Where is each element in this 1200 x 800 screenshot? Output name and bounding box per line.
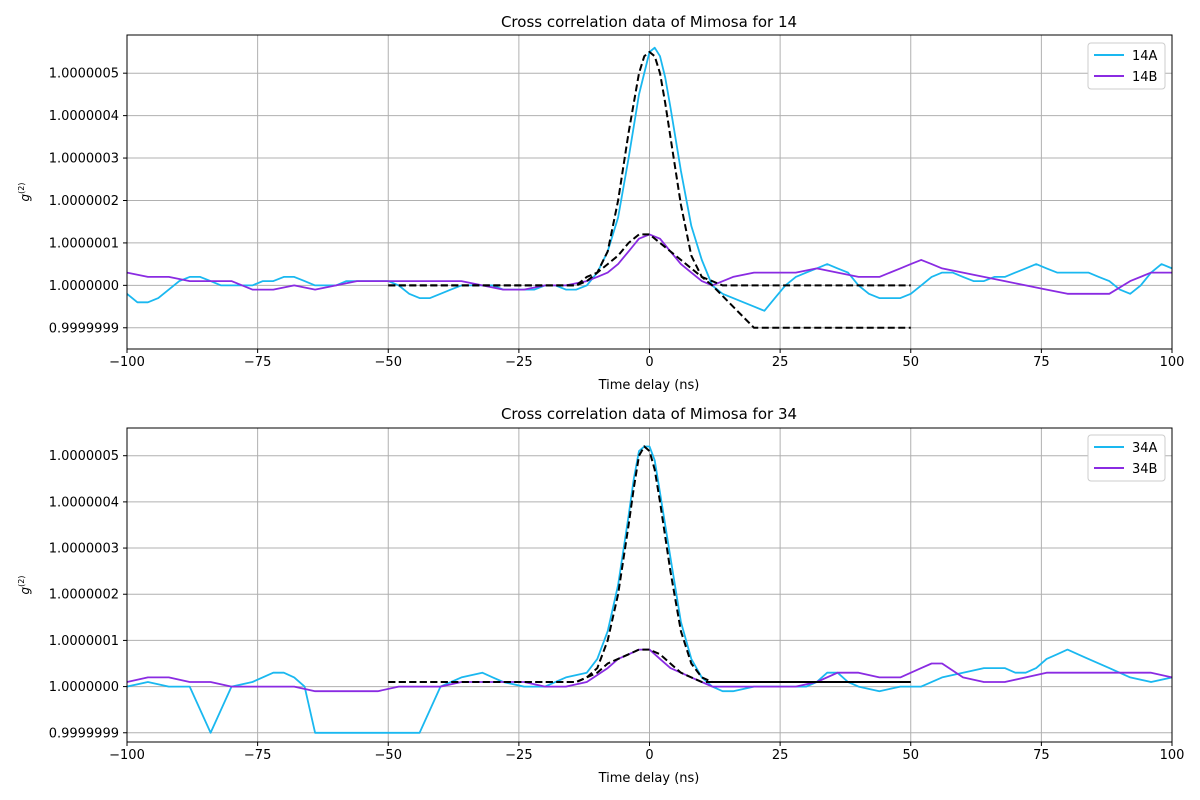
x-tick-label: 0 — [645, 748, 653, 763]
x-tick-label: −50 — [375, 355, 402, 370]
series-group — [127, 46, 1172, 329]
x-tick-label: −100 — [109, 355, 145, 370]
x-tick-label: −25 — [505, 748, 532, 763]
x-tick-label: −25 — [505, 355, 532, 370]
y-tick-label: 1.0000005 — [49, 67, 119, 82]
x-tick-label: 50 — [902, 748, 919, 763]
x-tick-label: −75 — [244, 355, 271, 370]
y-axis-label: g(2) — [17, 183, 32, 202]
y-axis-label-base: g — [18, 586, 32, 594]
x-tick-label: −75 — [244, 748, 271, 763]
y-tick-label: 1.0000000 — [49, 680, 119, 695]
chart-title: Cross correlation data of Mimosa for 14 — [501, 13, 797, 31]
x-tick-label: 0 — [645, 355, 653, 370]
plot-area: −100 −75 −50 −25 0 25 50 75 100 0.9999999 1.000000… — [49, 427, 1185, 763]
series-line-14B — [127, 233, 1172, 295]
series-line-34A — [127, 445, 1172, 734]
x-tick-label: 75 — [1033, 748, 1050, 763]
series-line-34B — [127, 648, 1172, 693]
series-group — [127, 444, 1172, 734]
x-tick-label: −50 — [375, 748, 402, 763]
subplot-top: Cross correlation data of Mimosa for 14 … — [17, 13, 1184, 393]
y-tick-label: 1.0000002 — [49, 588, 119, 603]
x-axis-label: Time delay (ns) — [598, 378, 700, 393]
legend-label-14B: 14B — [1132, 70, 1157, 85]
y-tick-label: 1.0000004 — [49, 495, 119, 510]
fit-line — [388, 50, 911, 329]
y-tick-label: 1.0000003 — [49, 152, 119, 167]
y-axis-label-superscript: (2) — [17, 576, 26, 587]
y-tick-label: 1.0000001 — [49, 634, 119, 649]
legend: 14A 14B — [1087, 42, 1166, 90]
legend: 34A 34B — [1087, 434, 1166, 482]
y-axis-label-base: g — [18, 193, 32, 201]
y-tick-label: 0.9999999 — [49, 321, 119, 336]
y-tick-label: 0.9999999 — [49, 726, 119, 741]
y-tick-label: 1.0000005 — [49, 449, 119, 464]
y-tick-label: 1.0000004 — [49, 109, 119, 124]
subplot-bottom: Cross correlation data of Mimosa for 34 … — [17, 405, 1184, 786]
fit-line — [388, 648, 911, 683]
x-axis-label: Time delay (ns) — [598, 771, 700, 786]
y-tick-label: 1.0000003 — [49, 542, 119, 557]
y-tick-label: 1.0000000 — [49, 279, 119, 294]
series-line-14A — [127, 46, 1172, 312]
chart-title: Cross correlation data of Mimosa for 34 — [501, 405, 797, 423]
x-tick-label: 100 — [1160, 748, 1185, 763]
y-tick-label: 1.0000002 — [49, 194, 119, 209]
y-tick-label: 1.0000001 — [49, 236, 119, 251]
plot-area: −100 −75 −50 −25 0 25 50 75 100 0.9999999 1.000000… — [49, 34, 1185, 370]
legend-label-34A: 34A — [1132, 441, 1158, 456]
x-tick-label: 50 — [902, 355, 919, 370]
fit-line — [388, 233, 911, 287]
y-axis-label: g(2) — [17, 576, 32, 595]
x-tick-label: 25 — [772, 355, 789, 370]
x-tick-label: 25 — [772, 748, 789, 763]
x-tick-label: 100 — [1160, 355, 1185, 370]
x-tick-label: 75 — [1033, 355, 1050, 370]
legend-label-14A: 14A — [1132, 49, 1158, 64]
legend-label-34B: 34B — [1132, 462, 1157, 477]
x-tick-label: −100 — [109, 748, 145, 763]
y-axis-label-superscript: (2) — [17, 183, 26, 194]
